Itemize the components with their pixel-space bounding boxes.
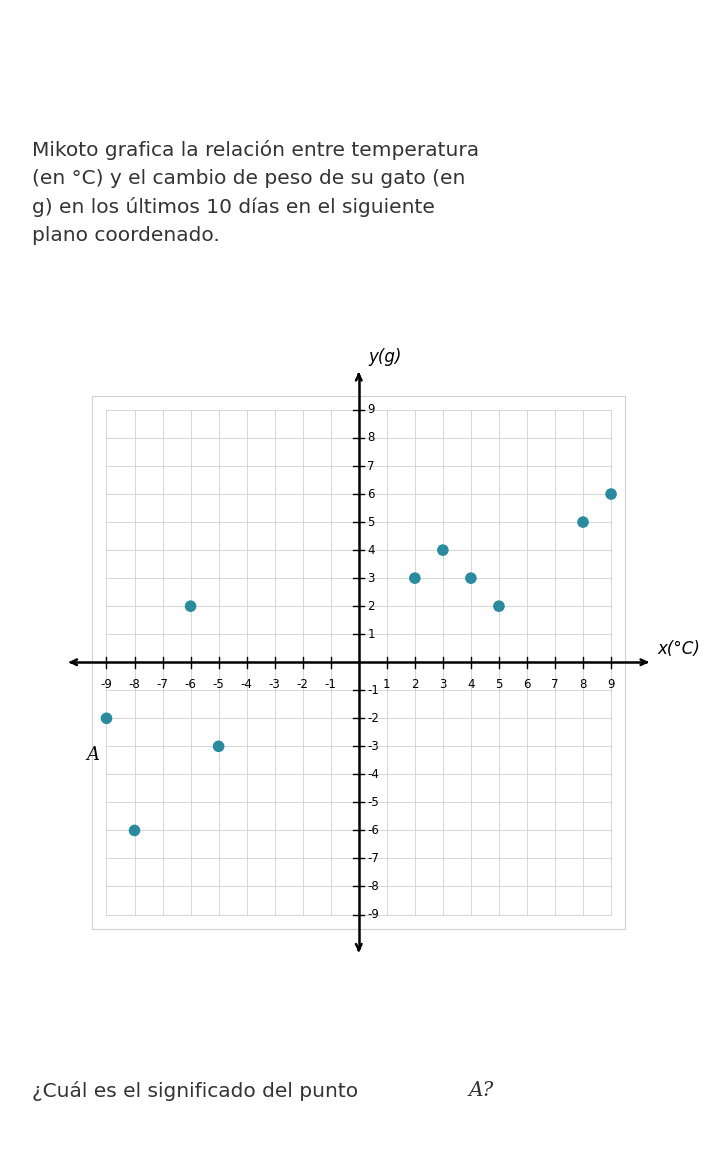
Text: -3: -3 [268, 677, 281, 690]
Point [409, 569, 420, 588]
Point [465, 569, 477, 588]
Point [493, 597, 505, 616]
Text: -1: -1 [367, 683, 379, 697]
Text: A?: A? [469, 1081, 494, 1099]
Text: A: A [86, 746, 99, 765]
Point [437, 540, 449, 559]
Point [129, 822, 140, 840]
Point [605, 485, 616, 503]
Text: -4: -4 [241, 677, 253, 690]
Text: x(°C): x(°C) [657, 640, 700, 658]
Text: -5: -5 [213, 677, 225, 690]
Text: 8: 8 [579, 677, 586, 690]
Text: 6: 6 [367, 488, 374, 501]
Point [101, 709, 112, 727]
Text: Mikoto grafica la relación entre temperatura
(en °C) y el cambio de peso de su g: Mikoto grafica la relación entre tempera… [32, 139, 479, 245]
Text: -6: -6 [185, 677, 196, 690]
Text: ¿Cuál es el significado del punto: ¿Cuál es el significado del punto [32, 1081, 364, 1100]
Text: -2: -2 [296, 677, 309, 690]
Text: 7: 7 [551, 677, 558, 690]
Text: -5: -5 [367, 796, 379, 809]
Text: -9: -9 [100, 677, 112, 690]
Text: 3: 3 [367, 572, 374, 584]
Text: -6: -6 [367, 824, 379, 837]
Text: -2: -2 [367, 712, 379, 725]
Text: Prueba de unidad: Prueba de unidad [86, 87, 300, 108]
Text: 2: 2 [367, 600, 374, 612]
Text: 1: 1 [367, 627, 374, 640]
Text: 6: 6 [523, 677, 531, 690]
Text: -7: -7 [157, 677, 168, 690]
Text: 2: 2 [411, 677, 419, 690]
Text: -3: -3 [367, 740, 379, 753]
Text: 8: 8 [367, 431, 374, 445]
Bar [92, 396, 625, 928]
Point [185, 597, 196, 616]
Text: 9: 9 [607, 677, 615, 690]
Text: y(g): y(g) [369, 349, 402, 366]
Text: 9: 9 [367, 403, 374, 416]
Text: -1: -1 [325, 677, 337, 690]
Text: Geometría en el Plano Cartesiano:: Geometría en el Plano Cartesiano: [86, 26, 500, 46]
Text: -4: -4 [367, 768, 379, 781]
Text: ←: ← [28, 50, 51, 78]
Text: 5: 5 [367, 516, 374, 529]
Point [213, 737, 224, 755]
Text: 7: 7 [367, 459, 374, 473]
Text: -9: -9 [367, 908, 379, 921]
Point [577, 512, 589, 531]
Text: -8: -8 [129, 677, 140, 690]
Text: -8: -8 [367, 880, 379, 892]
Text: 5: 5 [495, 677, 503, 690]
Text: -7: -7 [367, 852, 379, 865]
Text: 1: 1 [383, 677, 390, 690]
Text: 4: 4 [467, 677, 475, 690]
Text: 4: 4 [367, 544, 374, 557]
Text: 3: 3 [439, 677, 447, 690]
